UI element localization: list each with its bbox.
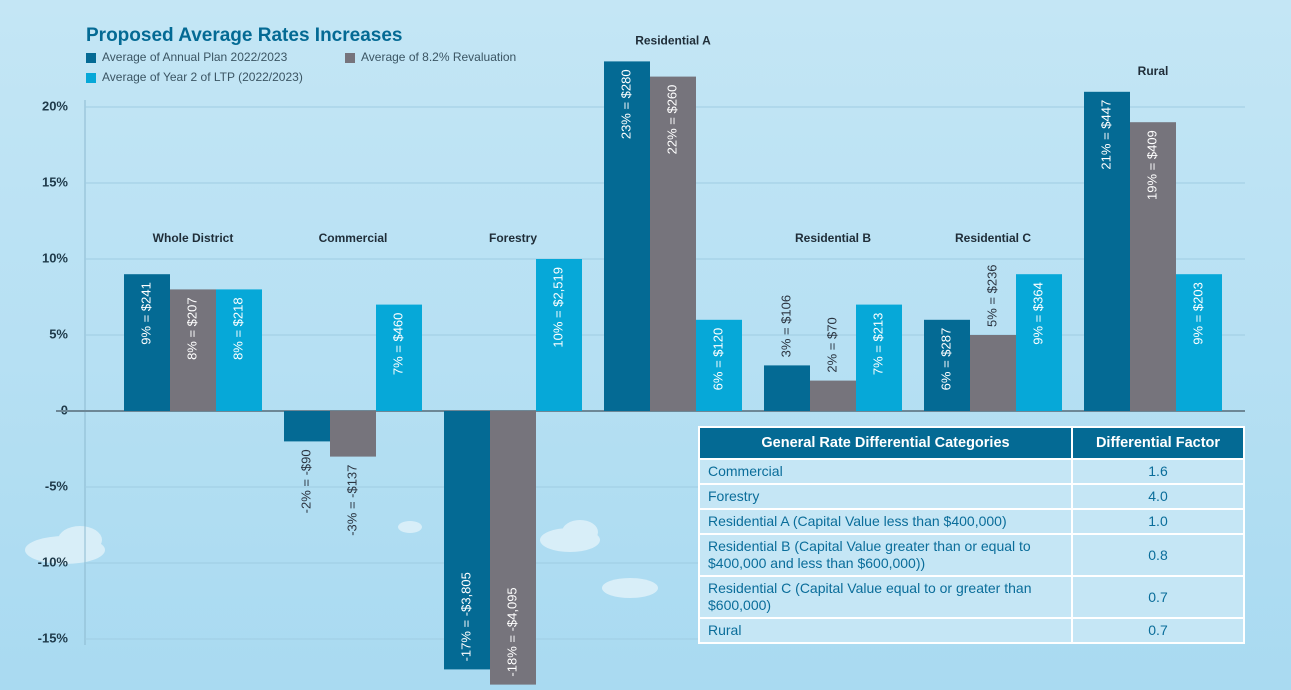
cell: 4.0 (1073, 485, 1243, 508)
y-tick-label: -5% (45, 478, 69, 493)
value-label: -3% = -$137 (344, 465, 359, 536)
category-label: Residential A (635, 34, 711, 48)
value-label: 6% = $287 (938, 328, 953, 391)
category-label: Commercial (319, 231, 388, 245)
bar (764, 365, 810, 411)
cell: 0.7 (1073, 577, 1243, 617)
y-tick-label: 10% (42, 250, 68, 265)
y-tick-label: 20% (42, 98, 68, 113)
category-label: Whole District (153, 231, 234, 245)
y-tick-label: 5% (49, 326, 68, 341)
table-header: General Rate Differential Categories Dif… (700, 428, 1243, 458)
page: Proposed Average Rates Increases -15% -10… (0, 0, 1291, 690)
cell: Residential A (Capital Value less than $… (700, 510, 1071, 533)
cell: Forestry (700, 485, 1071, 508)
legend-label: Average of Year 2 of LTP (2022/2023) (102, 70, 303, 84)
y-tick-label: -15% (38, 630, 69, 645)
value-label: -2% = -$90 (298, 449, 313, 513)
value-label: 8% = $218 (230, 297, 245, 360)
bar (970, 335, 1016, 411)
cell: 1.0 (1073, 510, 1243, 533)
value-label: 23% = $280 (618, 69, 633, 139)
value-label: 21% = $447 (1098, 100, 1113, 170)
value-label: 2% = $70 (824, 317, 839, 372)
category-label: Rural (1138, 64, 1169, 78)
cell: 1.6 (1073, 460, 1243, 483)
header-cell: Differential Factor (1073, 428, 1243, 458)
value-label: 19% = $409 (1144, 130, 1159, 200)
bar (330, 411, 376, 457)
value-label: 7% = $213 (870, 313, 885, 376)
table-row: Residential A (Capital Value less than $… (700, 510, 1243, 533)
cell: Residential C (Capital Value equal to or… (700, 577, 1071, 617)
y-tick-label: 15% (42, 174, 68, 189)
header-cell: General Rate Differential Categories (700, 428, 1071, 458)
category-label: Residential B (795, 231, 871, 245)
y-tick-label: 0 (61, 402, 68, 417)
value-label: 3% = $106 (778, 295, 793, 358)
value-label: 6% = $120 (710, 328, 725, 391)
value-label: 9% = $203 (1190, 282, 1205, 345)
cell: 0.7 (1073, 619, 1243, 642)
bar (284, 411, 330, 441)
value-label: 8% = $207 (184, 297, 199, 360)
category-label: Residential C (955, 231, 1031, 245)
table: General Rate Differential Categories Dif… (698, 426, 1245, 644)
value-label: 7% = $460 (390, 313, 405, 376)
cell: Rural (700, 619, 1071, 642)
legend-label: Average of 8.2% Revaluation (361, 50, 516, 64)
legend-swatch (86, 53, 96, 63)
value-label: 5% = $236 (984, 264, 999, 327)
value-label: 9% = $241 (138, 282, 153, 345)
value-label: 9% = $364 (1030, 282, 1045, 345)
legend-label: Average of Annual Plan 2022/2023 (102, 50, 288, 64)
value-label: -17% = -$3,805 (458, 572, 473, 661)
table-row: Residential C (Capital Value equal to or… (700, 577, 1243, 617)
legend-swatch (345, 53, 355, 63)
chart-title: Proposed Average Rates Increases (86, 25, 402, 46)
y-tick-label: -10% (38, 554, 69, 569)
bar (810, 381, 856, 411)
value-label: -18% = -$4,095 (504, 587, 519, 676)
value-label: 10% = $2,519 (550, 267, 565, 348)
category-label: Forestry (489, 231, 537, 245)
cell: Residential B (Capital Value greater tha… (700, 535, 1071, 575)
cell: 0.8 (1073, 535, 1243, 575)
table-row: Residential B (Capital Value greater tha… (700, 535, 1243, 575)
legend-swatch (86, 73, 96, 83)
value-label: 22% = $260 (664, 85, 679, 155)
cell: Commercial (700, 460, 1071, 483)
